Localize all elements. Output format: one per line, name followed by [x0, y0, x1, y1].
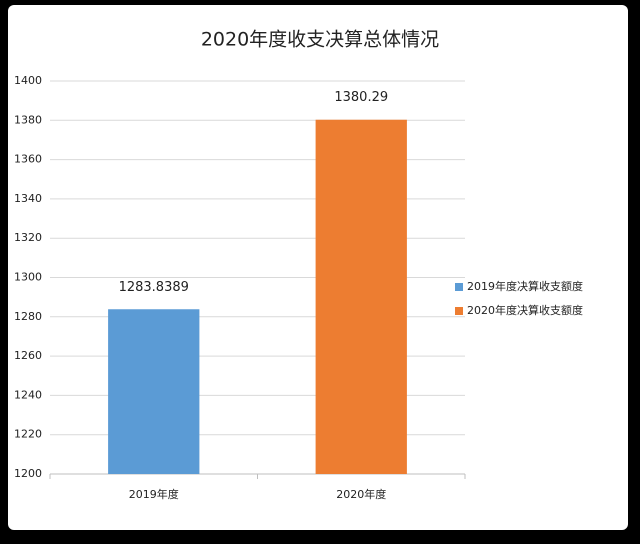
bar — [315, 119, 407, 474]
legend-swatch — [455, 283, 463, 291]
y-tick-label: 1280 — [14, 310, 42, 323]
data-label: 1380.29 — [334, 90, 388, 105]
legend-label: 2020年度决算收支额度 — [467, 303, 583, 317]
y-tick-label: 1360 — [14, 153, 42, 166]
x-tick-label: 2020年度 — [336, 487, 386, 501]
y-tick-label: 1300 — [14, 271, 42, 284]
y-tick-label: 1320 — [14, 231, 42, 244]
y-tick-label: 1240 — [14, 388, 42, 401]
y-tick-label: 1260 — [14, 349, 42, 362]
bar — [108, 309, 200, 474]
data-label: 1283.8389 — [119, 280, 189, 295]
y-tick-label: 1380 — [14, 113, 42, 126]
legend-swatch — [455, 307, 463, 315]
legend-label: 2019年度决算收支额度 — [467, 279, 583, 293]
y-tick-label: 1220 — [14, 428, 42, 441]
y-tick-label: 1340 — [14, 192, 42, 205]
y-tick-label: 1200 — [14, 467, 42, 480]
y-tick-label: 1400 — [14, 74, 42, 87]
chart-title: 2020年度收支决算总体情况 — [201, 29, 439, 51]
x-tick-label: 2019年度 — [129, 487, 179, 501]
